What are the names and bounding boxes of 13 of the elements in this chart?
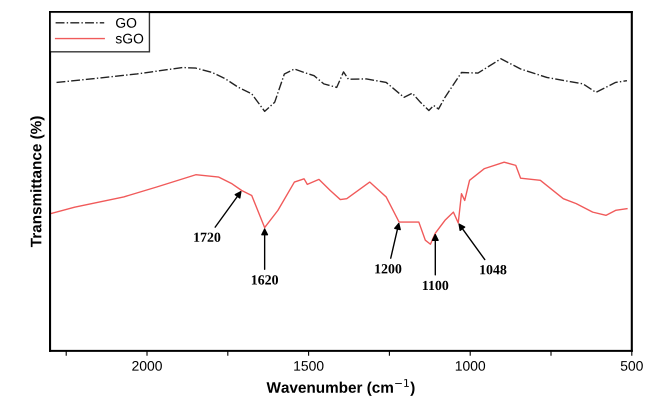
annotation: 1048 [480,265,506,274]
annotation: 1620 [252,275,278,285]
x-tick-label: 2000 [132,360,162,371]
x-tick-label: 1500 [294,360,324,371]
annotation: 1720 [194,232,220,242]
y-axis-title: Transmittance (%) [30,116,44,248]
annotation: 1200 [375,264,402,274]
x-axis-title: Wavenumber (cm$^{−1}$) [266,379,415,396]
x-tick-label: 500 [620,360,643,371]
legend-label: sGO [116,34,144,44]
legend-label: GO [116,18,136,28]
annotation: 1100 [422,280,448,290]
x-tick-label: 1000 [456,360,486,371]
